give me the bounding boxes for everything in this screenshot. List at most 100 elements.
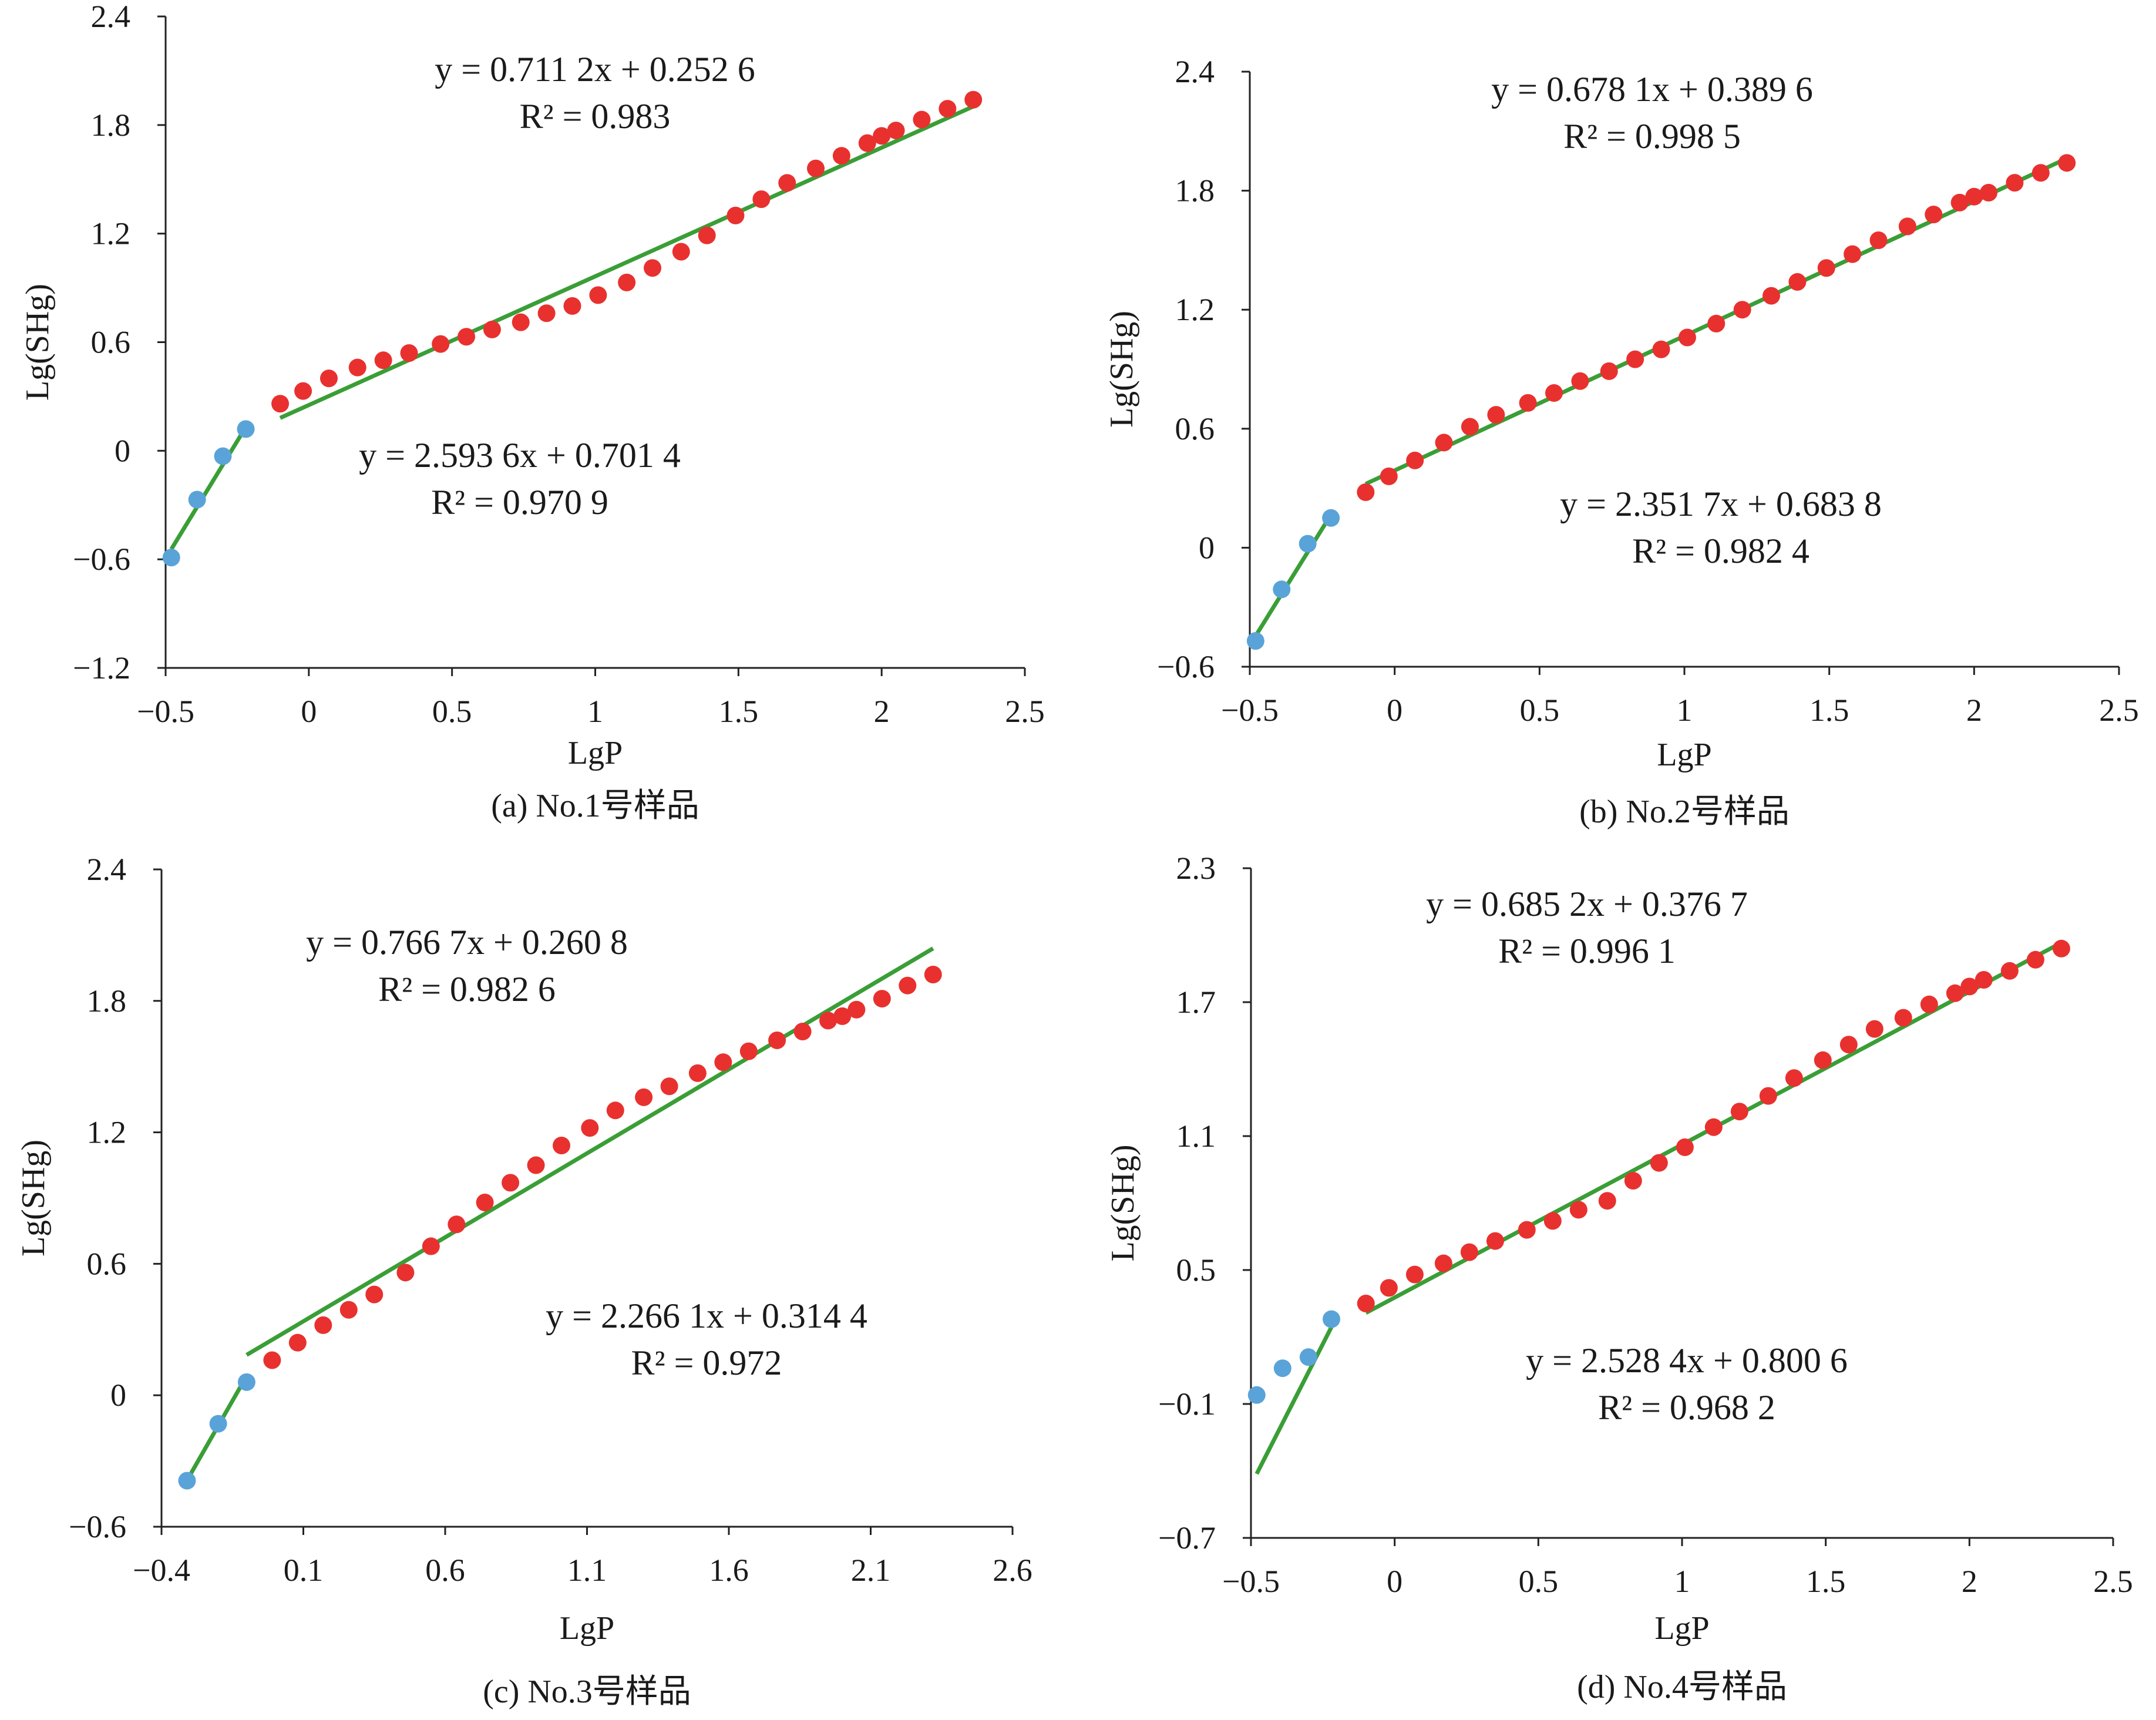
data-point-high bbox=[271, 395, 290, 413]
y-tick-label: −1.2 bbox=[73, 650, 130, 686]
fit-line-high bbox=[279, 105, 974, 420]
data-point-high bbox=[644, 259, 662, 277]
data-point-high bbox=[2031, 164, 2050, 182]
equation-low: y = 2.528 4x + 0.800 6 bbox=[1526, 1341, 1848, 1380]
data-point-high bbox=[1785, 1069, 1803, 1087]
data-point-high bbox=[1839, 1036, 1858, 1054]
x-tick-label: −0.5 bbox=[1222, 1564, 1280, 1599]
chart-caption: (a) No.1号样品 bbox=[491, 788, 699, 824]
data-point-high bbox=[1707, 314, 1726, 332]
data-point-high bbox=[752, 190, 771, 209]
data-point-high bbox=[1652, 340, 1670, 358]
y-tick-label: 1.2 bbox=[1175, 292, 1215, 327]
x-tick-label: 0 bbox=[1387, 1564, 1402, 1599]
data-point-high bbox=[422, 1237, 440, 1255]
r2-high: R² = 0.998 5 bbox=[1563, 117, 1741, 156]
y-tick-label: 0 bbox=[1199, 530, 1215, 565]
data-point-high bbox=[635, 1088, 653, 1106]
data-point-high bbox=[553, 1136, 571, 1154]
data-point-high bbox=[847, 1000, 866, 1019]
data-point-high bbox=[1678, 328, 1696, 347]
data-point-high bbox=[1704, 1118, 1723, 1136]
x-axis-label: LgP bbox=[568, 735, 623, 771]
data-point-high bbox=[1763, 287, 1780, 305]
data-point-high bbox=[913, 110, 931, 129]
data-point-high bbox=[263, 1351, 281, 1369]
equation-high: y = 0.711 2x + 0.252 6 bbox=[435, 50, 755, 89]
data-point-high bbox=[1487, 406, 1505, 424]
chart-d-no4: −0.5 0 0.5 1 1.5 2 2.5 2.3 1.7 1.1 0.5 −0.1 −0.7 LgP L… bbox=[1105, 851, 2133, 1705]
data-point-high bbox=[726, 206, 745, 224]
data-point-low bbox=[1323, 1310, 1341, 1328]
data-point-high bbox=[807, 159, 825, 177]
data-point-high bbox=[581, 1119, 599, 1137]
data-point-high bbox=[2000, 962, 2019, 980]
data-point-high bbox=[1543, 1212, 1562, 1230]
x-tick-label: 1.6 bbox=[709, 1553, 749, 1588]
y-tick-label: −0.7 bbox=[1158, 1520, 1216, 1556]
data-point-high bbox=[873, 990, 891, 1008]
data-point-high bbox=[858, 134, 876, 152]
data-point-high bbox=[2058, 154, 2076, 172]
fit-line-low bbox=[169, 426, 248, 550]
data-point-high bbox=[1894, 1009, 1912, 1027]
data-point-high bbox=[319, 369, 338, 388]
data-point-high bbox=[1461, 418, 1479, 436]
y-tick-label: 1.1 bbox=[1176, 1118, 1216, 1154]
y-tick-label: 0.6 bbox=[1175, 411, 1215, 446]
data-point-high bbox=[1869, 231, 1888, 250]
data-point-low bbox=[237, 1373, 255, 1391]
data-point-high bbox=[1380, 1279, 1398, 1297]
data-point-high bbox=[374, 351, 392, 369]
x-tick-label: 0 bbox=[301, 694, 317, 729]
data-point-high bbox=[1960, 977, 1979, 996]
data-point-high bbox=[348, 358, 366, 377]
x-tick-label: 1 bbox=[587, 694, 603, 729]
data-point-high bbox=[512, 313, 530, 331]
y-tick-label: 2.4 bbox=[87, 852, 127, 887]
data-point-high bbox=[1975, 971, 1993, 989]
data-point-high bbox=[1920, 995, 1938, 1013]
x-tick-label: 2.5 bbox=[1005, 694, 1045, 729]
fit-line-low bbox=[1254, 1326, 1334, 1475]
y-tick-label: 1.8 bbox=[1175, 173, 1215, 209]
data-point-high bbox=[606, 1101, 624, 1120]
r2-low: R² = 0.970 9 bbox=[431, 483, 608, 522]
x-tick-label: 0 bbox=[1387, 693, 1402, 728]
data-point-low bbox=[1273, 580, 1291, 599]
y-tick-label: −0.6 bbox=[69, 1509, 126, 1544]
data-point-high bbox=[476, 1193, 494, 1211]
data-point-high bbox=[563, 297, 581, 315]
data-point-low bbox=[162, 549, 180, 567]
data-point-high bbox=[1600, 362, 1618, 380]
x-tick-label: 2 bbox=[1962, 1564, 1977, 1599]
data-point-high bbox=[939, 100, 957, 118]
data-point-high bbox=[924, 966, 942, 984]
data-point-high bbox=[2026, 950, 2044, 969]
data-point-low bbox=[214, 447, 232, 465]
data-point-high bbox=[1950, 193, 1969, 211]
r2-low: R² = 0.972 bbox=[631, 1343, 782, 1382]
data-point-high bbox=[400, 344, 418, 362]
data-point-high bbox=[739, 1042, 758, 1060]
data-point-high bbox=[618, 273, 636, 291]
y-axis-label: Lg(SHg) bbox=[1104, 311, 1140, 428]
data-point-high bbox=[778, 174, 796, 192]
data-point-high bbox=[2006, 174, 2024, 192]
data-point-high bbox=[768, 1031, 786, 1049]
y-tick-label: −0.1 bbox=[1158, 1386, 1216, 1422]
data-point-high bbox=[1925, 206, 1943, 224]
data-point-high bbox=[1434, 1254, 1452, 1272]
data-point-high bbox=[1624, 1172, 1642, 1190]
data-point-high bbox=[964, 90, 983, 109]
x-tick-label: 0.1 bbox=[284, 1553, 324, 1588]
chart-b-no2: −0.5 0 0.5 1 1.5 2 2.5 2.4 1.8 1.2 0.6 0 −0.6 LgP Lg(S… bbox=[1104, 54, 2139, 830]
data-point-high bbox=[714, 1053, 732, 1071]
x-tick-label: 2.6 bbox=[993, 1553, 1032, 1588]
data-point-low bbox=[1246, 632, 1264, 650]
data-point-high bbox=[396, 1264, 415, 1282]
data-point-high bbox=[1817, 259, 1835, 277]
x-tick-label: 2.1 bbox=[851, 1553, 891, 1588]
chart-caption: (b) No.2号样品 bbox=[1579, 794, 1790, 830]
y-tick-label: 1.7 bbox=[1176, 985, 1216, 1020]
